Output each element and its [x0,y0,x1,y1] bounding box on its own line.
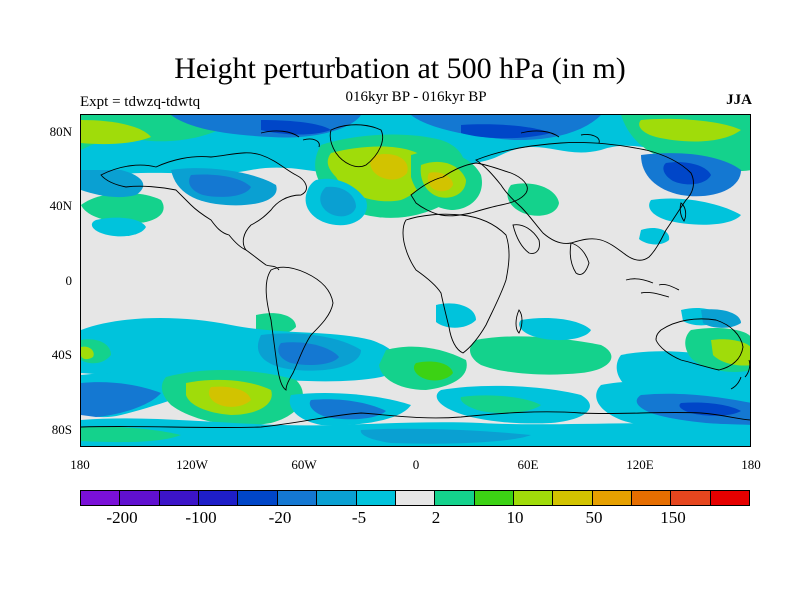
colorbar-swatch [199,491,239,505]
contour-region [189,174,251,197]
colorbar-swatch [277,491,318,505]
coastline-central-america [245,249,280,271]
colorbar-swatch [474,491,514,505]
lon-tick-label: 120E [626,457,654,472]
coastline-antarctica [81,411,750,429]
colorbar-swatch [356,491,396,505]
coastline-north-america [100,152,307,252]
contour-region [649,198,741,225]
contour-region [81,382,161,417]
contour-region [309,399,386,420]
colorbar-swatch [671,491,711,505]
contour-region [519,318,591,341]
contour-region [91,217,146,237]
coastline-indonesia [625,278,680,298]
season-label: JJA [726,92,752,108]
colorbar-swatch [513,491,554,505]
colorbar-swatch [710,491,750,505]
coastline-new-zealand [730,359,750,390]
colorbar-swatch [238,491,278,505]
contour-region [81,120,151,145]
coastlines [81,124,750,429]
colorbar-swatch [395,491,436,505]
contour-region [413,361,453,381]
contour-region [81,170,144,198]
colorbar-label: -20 [268,508,292,527]
contour-region [81,346,94,360]
coastline-india [569,242,590,275]
coastline-arctic-islands [260,130,600,148]
contour-region [256,313,296,335]
lat-tick-label: 0 [65,273,73,288]
plot-subtitle: 016kyr BP - 016kyr BP [345,89,487,105]
coastline-greenland [329,124,384,168]
colorbar-label: 10 [506,508,524,527]
contour-region [427,172,453,192]
colorbar-swatch [435,491,475,505]
contour-map [81,115,750,446]
coastline-europe [410,162,528,217]
lat-tick-label: 40S [51,347,72,362]
colorbar-label: -100 [185,508,217,527]
contour-region [460,395,541,413]
map-panel [80,114,751,447]
contour-region [208,386,251,407]
coastline-japan [679,202,687,222]
contour-region [469,336,612,375]
colorbar-swatch [317,491,357,505]
contour-region [507,183,559,216]
contour-region [639,118,741,142]
contour-region [701,309,741,328]
lon-tick-label: 180 [741,457,761,472]
lon-tick-label: 180 [70,457,90,472]
contour-region [81,193,164,224]
coastline-south-america [265,266,334,391]
contour-region [461,124,551,139]
plot-title: Height perturbation at 500 hPa (in m) [174,52,626,85]
contour-region [436,303,476,328]
lat-tick-label: 40N [49,198,72,213]
colorbar-label: 50 [585,508,603,527]
lat-tick-label: 80S [51,422,72,437]
coastline-asia [475,142,694,261]
colorbar-swatch [120,491,160,505]
coastline-africa [402,213,510,354]
coastline-madagascar [515,309,523,334]
coastline-arabia [512,224,540,254]
colorbar-label: 150 [660,508,686,527]
coastline-australia [655,318,744,371]
experiment-label: Expt = tdwzq-tdwtq [80,94,201,110]
colorbar-swatch [81,491,121,505]
colorbar-label: 2 [431,508,441,527]
colorbar-swatch [592,491,633,505]
contour-region [81,426,181,443]
lat-tick-label: 80N [49,124,72,139]
contour-region [360,428,531,444]
lon-tick-label: 60W [291,457,317,472]
contour-fills [81,115,750,446]
colorbar [80,490,750,506]
contour-region [711,339,750,366]
contour-region [370,154,408,180]
lon-tick-label: 0 [412,457,420,472]
colorbar-label: -5 [351,508,367,527]
colorbar-swatch [553,491,593,505]
lon-tick-label: 120W [176,457,208,472]
colorbar-label: -200 [106,508,138,527]
contour-region [320,186,356,217]
colorbar-swatch [632,491,672,505]
contour-region [639,228,670,245]
contour-region [278,342,339,365]
lon-tick-label: 60E [517,457,539,472]
colorbar-swatch [159,491,200,505]
contour-region [663,162,711,185]
